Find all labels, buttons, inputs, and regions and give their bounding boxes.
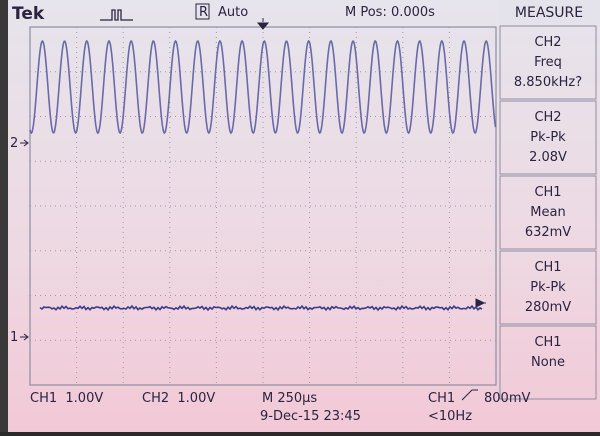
measure-value: 2.08V xyxy=(529,150,567,165)
measure-box xyxy=(499,25,597,100)
measure-box xyxy=(499,250,597,325)
measure-source: CH1 xyxy=(534,335,561,350)
trigger-icon xyxy=(100,9,133,21)
trigger-frequency: <10Hz xyxy=(428,409,472,424)
measure-box xyxy=(499,100,597,175)
ch1-marker: 1 xyxy=(10,330,18,345)
measure-label: Pk-Pk xyxy=(530,130,566,145)
ch1-trace xyxy=(39,304,483,312)
measure-panel: CH2 Freq 8.850kHz? CH2 Pk-Pk 2.08V CH1 Mean 632m… xyxy=(499,25,597,400)
measure-label: Mean xyxy=(530,205,565,220)
trigger-slope xyxy=(461,389,478,401)
datetime: 9-Dec-15 23:45 xyxy=(260,409,361,424)
measure-source: CH1 xyxy=(534,185,561,200)
bezel xyxy=(0,0,8,432)
measure-source: CH2 xyxy=(534,110,561,125)
measure-source: CH2 xyxy=(534,35,561,50)
ch1-arrow xyxy=(20,333,29,341)
ch2-scale: CH2 1.00V xyxy=(142,391,215,406)
measure-label: None xyxy=(531,355,565,370)
measure-title: MEASURE xyxy=(515,5,583,21)
measure-source: CH1 xyxy=(534,260,561,275)
position: M Pos: 0.000s xyxy=(345,5,435,20)
measure-value: 8.850kHz? xyxy=(514,75,582,90)
trigger-level-marker xyxy=(475,298,486,308)
trigger-level: 800mV xyxy=(484,391,530,406)
timebase: M 250µs xyxy=(262,391,317,406)
measure-box xyxy=(499,175,597,250)
measure-label: Freq xyxy=(534,55,562,70)
ch2-marker: 2 xyxy=(10,136,18,151)
measure-value: 280mV xyxy=(525,300,571,315)
measure-header xyxy=(498,0,600,24)
measure-label: Pk-Pk xyxy=(530,280,566,295)
ch1-scale: CH1 1.00V xyxy=(30,391,103,406)
measure-box xyxy=(499,325,597,400)
measure-value: 632mV xyxy=(525,225,571,240)
trigger-mode: R xyxy=(199,5,208,20)
mode-box xyxy=(195,3,210,20)
brand: Tek xyxy=(12,4,45,24)
trigger-source: CH1 xyxy=(428,391,455,406)
ch2-arrow xyxy=(20,139,29,147)
trigger-position-marker xyxy=(256,18,270,30)
acquisition: Auto xyxy=(218,5,248,20)
ch2-trace xyxy=(29,39,497,135)
